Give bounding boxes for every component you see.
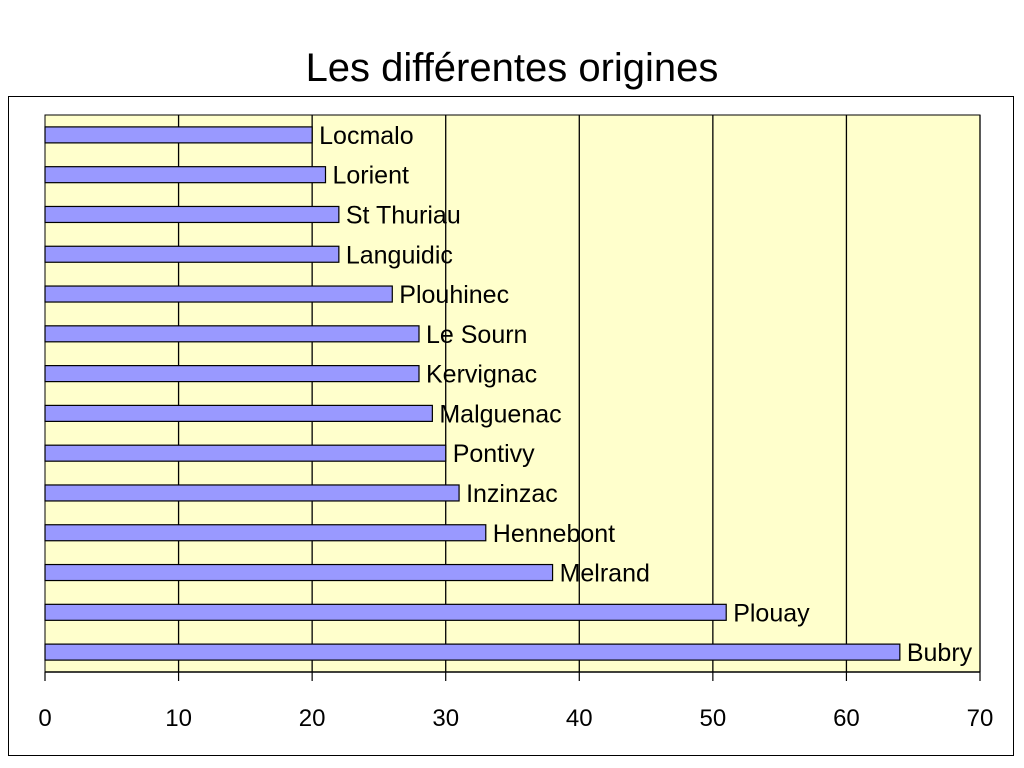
bar-label: Melrand	[560, 560, 650, 588]
bar-label: Kervignac	[426, 361, 537, 389]
bar-label: Pontivy	[453, 440, 535, 468]
x-tick-label: 60	[833, 705, 860, 732]
bar-label: St Thuriau	[346, 201, 461, 229]
bar-label: Malguenac	[439, 400, 561, 428]
x-tick-label: 40	[566, 705, 593, 732]
bar-label: Locmalo	[319, 122, 414, 150]
x-tick-label: 10	[165, 705, 192, 732]
bar	[44, 444, 447, 462]
plot-area	[44, 114, 981, 673]
bar	[44, 166, 327, 184]
bar-label: Plouhinec	[399, 281, 509, 309]
x-tick-label: 70	[967, 705, 994, 732]
bar-label: Le Sourn	[426, 321, 527, 349]
bar	[44, 524, 487, 542]
bar-label: Plouay	[733, 599, 810, 627]
bar-label: Languidic	[346, 241, 453, 269]
x-tick-label: 0	[38, 705, 51, 732]
chart-title: Les différentes origines	[305, 46, 719, 90]
x-tick-label: 30	[432, 705, 459, 732]
bar	[44, 205, 340, 224]
x-tick-label: 20	[299, 705, 326, 732]
bar	[44, 245, 340, 263]
bar	[44, 365, 420, 383]
bar-label: Bubry	[907, 639, 973, 667]
bar-label: Inzinzac	[466, 480, 558, 508]
bar	[44, 325, 420, 343]
bar	[44, 603, 727, 621]
bar	[44, 563, 554, 582]
bar-label: Lorient	[333, 162, 409, 190]
chart-frame	[8, 96, 1014, 756]
bar	[44, 484, 460, 502]
bar	[44, 643, 901, 661]
bar	[44, 126, 313, 144]
bar	[44, 404, 433, 422]
bar-label: Hennebont	[493, 520, 615, 548]
x-tick-label: 50	[700, 705, 727, 732]
bar	[44, 285, 393, 303]
